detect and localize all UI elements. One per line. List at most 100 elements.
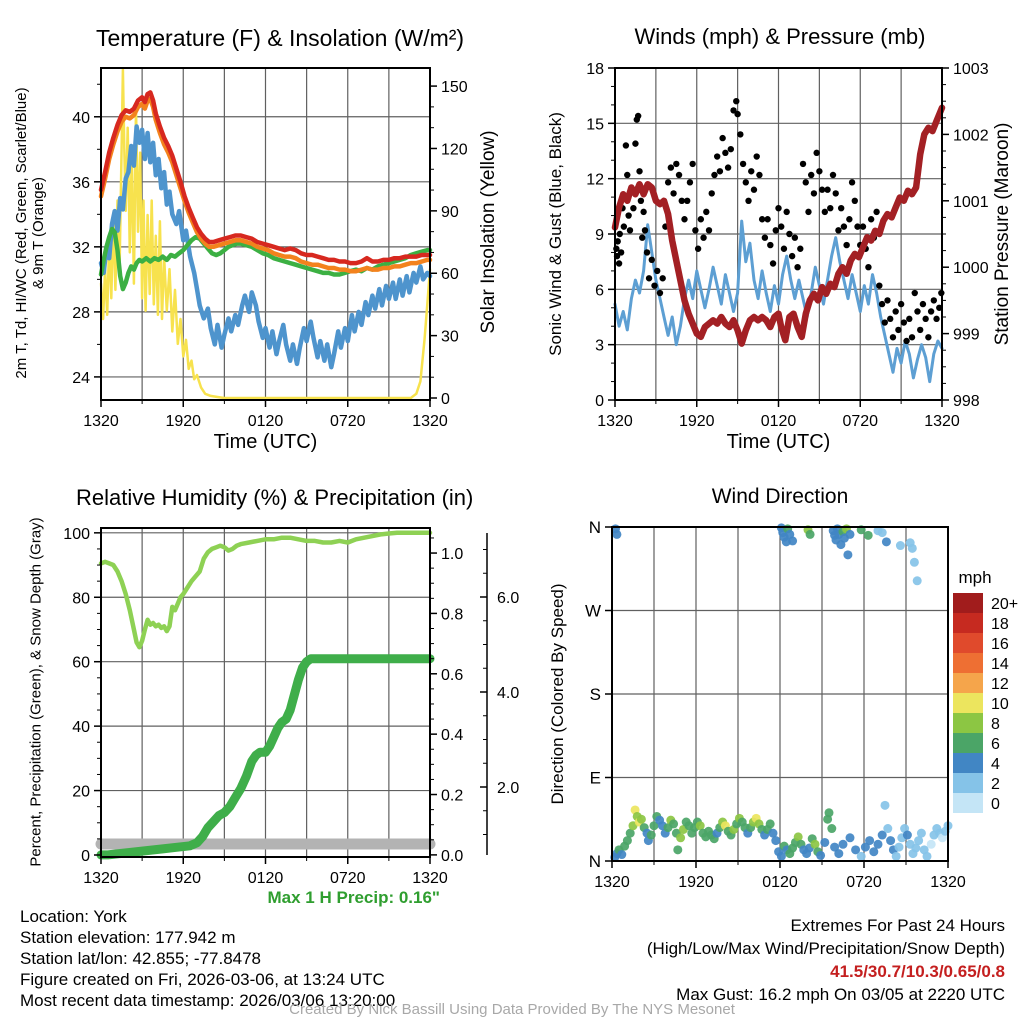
svg-text:0720: 0720 xyxy=(330,413,366,430)
chart3-title: Relative Humidity (%) & Precipitation (i… xyxy=(76,485,474,510)
chart1-ylabel-left-line2: & 9m T (Orange) xyxy=(30,177,47,289)
svg-text:0: 0 xyxy=(991,796,1000,813)
svg-text:1320: 1320 xyxy=(412,413,448,430)
svg-text:0.0: 0.0 xyxy=(441,848,463,865)
svg-text:999: 999 xyxy=(953,327,980,344)
svg-text:1320: 1320 xyxy=(924,413,960,430)
svg-text:90: 90 xyxy=(441,204,459,221)
svg-text:1003: 1003 xyxy=(953,61,989,78)
svg-text:0120: 0120 xyxy=(248,413,284,430)
svg-text:4: 4 xyxy=(991,756,1000,773)
location-line: Location: York xyxy=(20,907,127,926)
chart4-ylabel-left: Direction (Colored By Speed) xyxy=(548,583,567,805)
svg-text:8: 8 xyxy=(991,716,1000,733)
svg-text:S: S xyxy=(590,685,601,704)
chart2-ylabel-right: Station Pressure (Maroon) xyxy=(992,122,1013,346)
created-line: Figure created on Fri, 2026-03-06, at 13… xyxy=(20,970,385,989)
chart3-ylabel-left: Percent, Precipitation (Green), & Snow D… xyxy=(27,517,45,867)
svg-text:1320: 1320 xyxy=(597,413,633,430)
elevation-line: Station elevation: 177.942 m xyxy=(20,928,236,947)
svg-text:0: 0 xyxy=(81,848,90,865)
svg-text:1920: 1920 xyxy=(165,413,201,430)
svg-text:1920: 1920 xyxy=(679,413,715,430)
svg-text:10: 10 xyxy=(991,696,1009,713)
chart1-ylabel-left: 2m T, Td, HI/WC (Red, Green, Scarlet/Blu… xyxy=(13,87,47,378)
svg-text:18: 18 xyxy=(586,61,604,78)
svg-text:1000: 1000 xyxy=(953,260,989,277)
chart2-xlabel: Time (UTC) xyxy=(726,431,831,453)
svg-text:1320: 1320 xyxy=(412,870,448,887)
svg-text:12: 12 xyxy=(586,172,604,189)
svg-text:60: 60 xyxy=(72,655,90,672)
chart1-xlabel: Time (UTC) xyxy=(213,431,318,453)
svg-text:28: 28 xyxy=(72,305,90,322)
svg-text:20: 20 xyxy=(72,784,90,801)
svg-text:4.0: 4.0 xyxy=(497,685,519,702)
chart2-title: Winds (mph) & Pressure (mb) xyxy=(634,24,926,49)
svg-text:1.0: 1.0 xyxy=(441,546,463,563)
svg-text:0: 0 xyxy=(441,391,450,408)
svg-text:1320: 1320 xyxy=(83,870,119,887)
svg-text:15: 15 xyxy=(586,116,604,133)
latlon-line: Station lat/lon: 42.855; -77.8478 xyxy=(20,949,262,968)
svg-text:24: 24 xyxy=(72,370,90,387)
svg-text:0720: 0720 xyxy=(842,413,878,430)
svg-text:2: 2 xyxy=(991,776,1000,793)
extremes-title: Extremes For Past 24 Hours xyxy=(790,916,1005,935)
svg-text:1002: 1002 xyxy=(953,127,989,144)
svg-text:18: 18 xyxy=(991,616,1009,633)
svg-text:N: N xyxy=(589,518,601,537)
svg-text:1001: 1001 xyxy=(953,194,989,211)
svg-text:998: 998 xyxy=(953,393,980,410)
svg-text:W: W xyxy=(585,602,601,621)
svg-text:12: 12 xyxy=(991,676,1009,693)
svg-text:36: 36 xyxy=(72,175,90,192)
chart2-ylabel-left: Sonic Wind & Gust (Blue, Black) xyxy=(546,112,565,356)
chart1-title: Temperature (F) & Insolation (W/m²) xyxy=(96,25,465,51)
svg-text:32: 32 xyxy=(72,240,90,257)
svg-text:40: 40 xyxy=(72,719,90,736)
extremes-subtitle: (High/Low/Max Wind/Precipitation/Snow De… xyxy=(646,939,1005,958)
svg-text:120: 120 xyxy=(441,141,468,158)
svg-text:1320: 1320 xyxy=(930,874,966,891)
svg-text:0.2: 0.2 xyxy=(441,788,463,805)
svg-text:1320: 1320 xyxy=(594,874,630,891)
max-gust-line: Max Gust: 16.2 mph On 03/05 at 2220 UTC xyxy=(676,985,1005,1004)
extremes-values: 41.5/30.7/10.3/0.65/0.8 xyxy=(830,962,1005,981)
svg-text:0120: 0120 xyxy=(762,874,798,891)
svg-text:30: 30 xyxy=(441,329,459,346)
chart4-title: Wind Direction xyxy=(711,485,849,508)
svg-text:0: 0 xyxy=(595,393,604,410)
svg-text:2.0: 2.0 xyxy=(497,780,519,797)
svg-text:mph: mph xyxy=(958,568,991,587)
svg-text:150: 150 xyxy=(441,79,468,96)
svg-text:0120: 0120 xyxy=(248,870,284,887)
chart1-ylabel-left-line1: 2m T, Td, HI/WC (Red, Green, Scarlet/Blu… xyxy=(13,87,30,379)
svg-text:0120: 0120 xyxy=(761,413,797,430)
svg-text:0.8: 0.8 xyxy=(441,606,463,623)
svg-text:1320: 1320 xyxy=(83,413,119,430)
extremes-block: Extremes For Past 24 Hours (High/Low/Max… xyxy=(647,914,1005,1006)
chart1-ylabel-right: Solar Insolation (Yellow) xyxy=(478,130,499,334)
svg-text:6.0: 6.0 xyxy=(497,590,519,607)
svg-text:1920: 1920 xyxy=(165,870,201,887)
svg-text:1920: 1920 xyxy=(678,874,714,891)
station-info: Location: York Station elevation: 177.94… xyxy=(20,906,395,1011)
credit-line: Created By Nick Bassill Using Data Provi… xyxy=(289,1001,735,1018)
svg-text:6: 6 xyxy=(991,736,1000,753)
timestamp-line: Most recent data timestamp: 2026/03/06 1… xyxy=(20,991,396,1010)
svg-text:80: 80 xyxy=(72,590,90,607)
svg-text:20+: 20+ xyxy=(991,596,1018,613)
svg-text:100: 100 xyxy=(63,526,90,543)
svg-text:3: 3 xyxy=(595,338,604,355)
svg-text:14: 14 xyxy=(991,656,1009,673)
svg-text:E: E xyxy=(590,769,601,788)
svg-text:0.6: 0.6 xyxy=(441,667,463,684)
svg-text:40: 40 xyxy=(72,110,90,127)
max-precip-label: Max 1 H Precip: 0.16" xyxy=(267,888,440,907)
svg-text:0720: 0720 xyxy=(846,874,882,891)
svg-text:6: 6 xyxy=(595,282,604,299)
svg-text:9: 9 xyxy=(595,227,604,244)
